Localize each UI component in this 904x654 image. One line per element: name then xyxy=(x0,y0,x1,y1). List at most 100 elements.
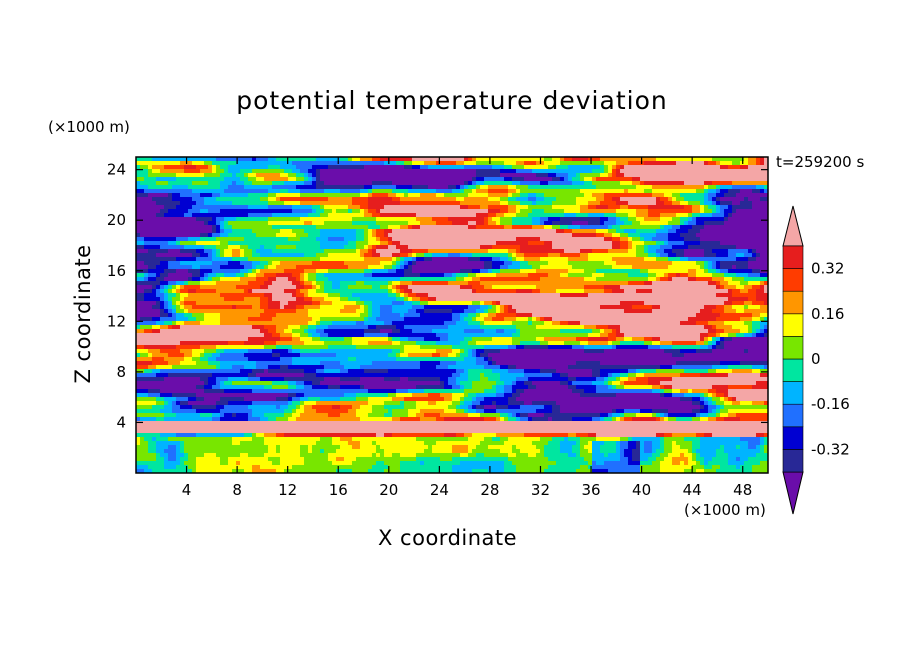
field-cell xyxy=(232,221,237,226)
field-cell xyxy=(468,161,473,166)
field-cell xyxy=(296,181,301,186)
field-cell xyxy=(520,185,525,190)
field-cell xyxy=(732,161,737,166)
field-cell xyxy=(432,197,437,202)
field-cell xyxy=(740,181,745,186)
field-cell xyxy=(144,177,149,182)
field-cell xyxy=(744,277,749,282)
field-cell xyxy=(532,189,537,194)
field-cell xyxy=(484,281,489,286)
field-cell xyxy=(496,225,501,230)
field-cell xyxy=(172,257,177,262)
field-cell xyxy=(620,225,625,230)
field-cell xyxy=(412,221,417,226)
field-cell xyxy=(272,189,277,194)
field-cell xyxy=(336,273,341,278)
field-cell xyxy=(464,169,469,174)
field-cell xyxy=(312,157,317,162)
field-cell xyxy=(292,157,297,162)
field-cell xyxy=(580,221,585,226)
field-cell xyxy=(640,257,645,262)
field-cell xyxy=(456,253,461,258)
field-cell xyxy=(472,181,477,186)
field-cell xyxy=(416,277,421,282)
field-cell xyxy=(448,181,453,186)
field-cell xyxy=(252,197,257,202)
field-cell xyxy=(412,241,417,246)
field-cell xyxy=(432,245,437,250)
field-cell xyxy=(144,205,149,210)
field-cell xyxy=(568,265,573,270)
field-cell xyxy=(152,261,157,266)
field-cell xyxy=(572,253,577,258)
field-cell xyxy=(260,209,265,214)
field-cell xyxy=(168,197,173,202)
field-cell xyxy=(576,165,581,170)
field-cell xyxy=(636,181,641,186)
field-cell xyxy=(204,281,209,286)
field-cell xyxy=(632,277,637,282)
field-cell xyxy=(304,181,309,186)
field-cell xyxy=(268,233,273,238)
field-cell xyxy=(140,201,145,206)
field-cell xyxy=(160,217,165,222)
field-cell xyxy=(368,177,373,182)
field-cell xyxy=(264,265,269,270)
field-cell xyxy=(544,225,549,230)
field-cell xyxy=(412,269,417,274)
field-cell xyxy=(696,165,701,170)
field-cell xyxy=(696,217,701,222)
field-cell xyxy=(656,181,661,186)
field-cell xyxy=(588,161,593,166)
field-cell xyxy=(672,233,677,238)
field-cell xyxy=(636,241,641,246)
field-cell xyxy=(480,165,485,170)
field-cell xyxy=(184,221,189,226)
field-cell xyxy=(716,181,721,186)
field-cell xyxy=(188,217,193,222)
field-cell xyxy=(532,209,537,214)
field-cell xyxy=(432,257,437,262)
field-cell xyxy=(324,209,329,214)
field-cell xyxy=(736,185,741,190)
field-cell xyxy=(436,177,441,182)
field-cell xyxy=(672,169,677,174)
field-cell xyxy=(316,217,321,222)
field-cell xyxy=(500,269,505,274)
field-cell xyxy=(412,213,417,218)
field-cell xyxy=(268,165,273,170)
field-cell xyxy=(456,217,461,222)
field-cell xyxy=(428,261,433,266)
field-cell xyxy=(596,221,601,226)
field-cell xyxy=(684,181,689,186)
field-cell xyxy=(468,265,473,270)
field-cell xyxy=(208,165,213,170)
field-cell xyxy=(384,241,389,246)
field-cell xyxy=(556,277,561,282)
field-cell xyxy=(756,161,761,166)
field-cell xyxy=(696,213,701,218)
field-cell xyxy=(432,205,437,210)
field-cell xyxy=(604,257,609,262)
field-cell xyxy=(224,193,229,198)
field-cell xyxy=(480,209,485,214)
field-cell xyxy=(400,237,405,242)
field-cell xyxy=(600,257,605,262)
field-cell xyxy=(164,277,169,282)
field-cell xyxy=(140,229,145,234)
field-cell xyxy=(696,261,701,266)
field-cell xyxy=(764,209,769,214)
field-cell xyxy=(332,265,337,270)
field-cell xyxy=(348,253,353,258)
field-cell xyxy=(356,237,361,242)
field-cell xyxy=(184,205,189,210)
field-cell xyxy=(160,269,165,274)
field-cell xyxy=(748,217,753,222)
field-cell xyxy=(248,213,253,218)
field-cell xyxy=(560,157,565,162)
field-cell xyxy=(436,205,441,210)
field-cell xyxy=(668,269,673,274)
field-cell xyxy=(656,185,661,190)
field-cell xyxy=(248,209,253,214)
field-cell xyxy=(156,205,161,210)
